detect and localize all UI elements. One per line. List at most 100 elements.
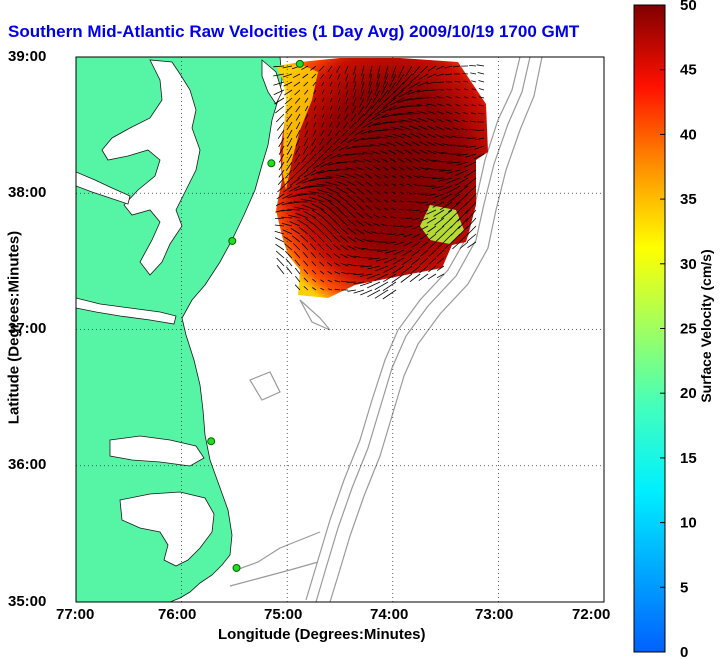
velocity-vector <box>327 288 333 291</box>
velocity-vector <box>295 105 301 113</box>
velocity-vector <box>381 223 389 227</box>
velocity-vector <box>383 174 389 179</box>
velocity-vector <box>364 221 373 227</box>
velocity-vector <box>435 126 445 131</box>
velocity-vector <box>462 120 469 123</box>
velocity-vector <box>300 198 317 203</box>
y-tick-38: 38:00 <box>8 184 47 201</box>
velocity-vector <box>463 112 469 115</box>
velocity-vector <box>281 222 293 227</box>
velocity-vector <box>327 270 333 275</box>
velocity-vector <box>382 273 397 283</box>
velocity-vector <box>316 234 325 243</box>
velocity-vector <box>315 153 325 162</box>
velocity-vector <box>375 265 389 272</box>
velocity-vector <box>291 235 301 243</box>
radar-station-marker <box>267 159 276 168</box>
velocity-vector <box>417 110 429 115</box>
velocity-vector <box>436 241 445 250</box>
velocity-vector <box>457 209 469 222</box>
velocity-vector <box>436 249 445 257</box>
velocity-vector <box>391 273 405 283</box>
velocity-vector <box>347 227 357 235</box>
velocity-vector <box>390 166 397 171</box>
velocity-vector <box>337 105 341 112</box>
velocity-vector <box>275 250 285 259</box>
velocity-vector <box>356 211 365 219</box>
velocity-vector <box>291 169 301 179</box>
velocity-vector <box>366 89 373 102</box>
velocity-vector <box>360 265 373 268</box>
velocity-vector <box>407 118 421 123</box>
velocity-vector <box>466 225 477 236</box>
velocity-vector <box>282 193 293 200</box>
velocity-vector <box>275 243 285 251</box>
velocity-vector <box>436 89 445 91</box>
velocity-vector <box>446 185 461 194</box>
radar-station-marker <box>228 236 237 245</box>
velocity-vector <box>369 65 373 78</box>
velocity-vector <box>346 145 357 150</box>
velocity-vector <box>391 127 405 131</box>
velocity-vector <box>316 189 333 195</box>
velocity-vector <box>471 80 477 83</box>
velocity-vector <box>329 81 333 87</box>
velocity-vector <box>398 119 413 123</box>
velocity-vector <box>320 208 333 219</box>
velocity-vector <box>392 257 405 265</box>
velocity-vector <box>403 233 413 238</box>
velocity-vector <box>398 65 405 78</box>
velocity-vector <box>288 185 301 193</box>
velocity-vector <box>322 105 325 111</box>
velocity-vector <box>458 217 469 229</box>
velocity-vector <box>470 120 477 123</box>
velocity-vector <box>327 65 333 72</box>
velocity-vector <box>476 64 485 67</box>
velocity-vector <box>395 233 405 236</box>
velocity-vector <box>418 73 429 81</box>
velocity-vector <box>397 97 413 103</box>
velocity-vector <box>359 281 373 287</box>
velocity-vector <box>355 220 365 227</box>
velocity-vector <box>294 284 301 291</box>
velocity-vector <box>417 117 429 123</box>
velocity-vector <box>303 81 309 87</box>
velocity-vector <box>463 169 477 178</box>
colorbar-tick-label: 10 <box>680 515 697 532</box>
velocity-vector <box>297 219 309 227</box>
velocity-vector <box>445 73 453 76</box>
velocity-vector <box>373 166 381 171</box>
velocity-vector <box>322 216 333 227</box>
velocity-vector <box>372 222 381 227</box>
velocity-vector <box>399 183 405 187</box>
velocity-vector <box>426 217 437 224</box>
velocity-vector <box>302 251 309 259</box>
velocity-vector <box>405 65 413 77</box>
pamlico-sound <box>119 491 215 567</box>
velocity-vector <box>419 65 429 74</box>
velocity-vector <box>412 209 421 212</box>
velocity-vector <box>363 105 373 117</box>
velocity-vector <box>285 105 293 114</box>
velocity-vector <box>436 118 445 123</box>
colorbar-tick-label: 30 <box>680 256 697 273</box>
velocity-vector <box>328 201 341 211</box>
velocity-vector <box>312 278 317 283</box>
velocity-vector <box>298 226 309 235</box>
velocity-vector <box>322 153 333 161</box>
velocity-vector <box>333 253 341 259</box>
velocity-vector <box>287 137 293 147</box>
velocity-vector <box>320 161 333 168</box>
velocity-vector <box>331 225 341 235</box>
velocity-vector <box>436 265 445 271</box>
velocity-vector <box>405 157 413 163</box>
velocity-vector <box>448 201 461 213</box>
velocity-vector <box>463 80 469 83</box>
velocity-vector <box>419 184 429 187</box>
velocity-vector <box>389 73 397 88</box>
velocity-vector <box>333 137 341 145</box>
velocity-vector <box>284 177 293 186</box>
velocity-vector <box>284 169 293 179</box>
velocity-vector <box>417 81 429 87</box>
velocity-vector <box>367 121 381 128</box>
